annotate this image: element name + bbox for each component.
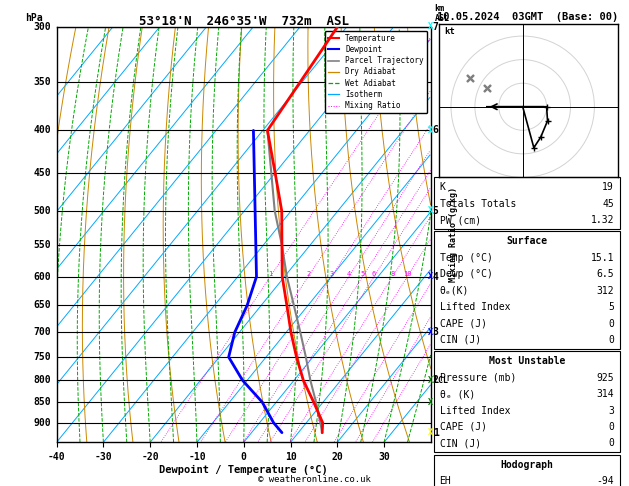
Text: CAPE (J): CAPE (J) bbox=[440, 318, 487, 329]
Text: 800: 800 bbox=[33, 375, 51, 385]
Legend: Temperature, Dewpoint, Parcel Trajectory, Dry Adiabat, Wet Adiabat, Isotherm, Mi: Temperature, Dewpoint, Parcel Trajectory… bbox=[325, 31, 427, 113]
Text: Lifted Index: Lifted Index bbox=[440, 405, 510, 416]
Text: 600: 600 bbox=[33, 272, 51, 281]
Text: X: X bbox=[428, 126, 433, 135]
Text: 314: 314 bbox=[596, 389, 614, 399]
Text: Surface: Surface bbox=[506, 236, 547, 246]
Text: PW (cm): PW (cm) bbox=[440, 215, 481, 225]
Text: 312: 312 bbox=[596, 286, 614, 295]
Text: 10: 10 bbox=[403, 271, 411, 277]
Text: 450: 450 bbox=[33, 168, 51, 178]
Text: CIN (J): CIN (J) bbox=[440, 335, 481, 345]
Text: X: X bbox=[428, 376, 433, 385]
Text: Temp (°C): Temp (°C) bbox=[440, 253, 493, 263]
Text: θₑ (K): θₑ (K) bbox=[440, 389, 475, 399]
Text: © weatheronline.co.uk: © weatheronline.co.uk bbox=[258, 474, 371, 484]
Text: CAPE (J): CAPE (J) bbox=[440, 422, 487, 432]
Text: 4: 4 bbox=[347, 271, 351, 277]
Text: 1: 1 bbox=[268, 271, 272, 277]
Text: 6: 6 bbox=[433, 125, 438, 136]
Text: Dewp (°C): Dewp (°C) bbox=[440, 269, 493, 279]
Text: 4: 4 bbox=[433, 272, 438, 281]
Text: 500: 500 bbox=[33, 206, 51, 216]
Text: 5: 5 bbox=[608, 302, 614, 312]
Text: 550: 550 bbox=[33, 240, 51, 250]
Text: 53°18'N  246°35'W  732m  ASL: 53°18'N 246°35'W 732m ASL bbox=[139, 15, 348, 28]
Text: km
ASL: km ASL bbox=[435, 4, 450, 22]
Text: 19: 19 bbox=[602, 182, 614, 192]
Bar bbox=[434, 455, 620, 486]
Text: 5: 5 bbox=[360, 271, 365, 277]
Text: 850: 850 bbox=[33, 397, 51, 407]
Text: 700: 700 bbox=[33, 327, 51, 337]
Text: X: X bbox=[428, 398, 433, 407]
Text: θₑ(K): θₑ(K) bbox=[440, 286, 469, 295]
Bar bbox=[434, 231, 620, 349]
Text: 0: 0 bbox=[608, 438, 614, 449]
Text: EH: EH bbox=[440, 476, 452, 486]
Text: 350: 350 bbox=[33, 77, 51, 87]
Text: -94: -94 bbox=[596, 476, 614, 486]
Text: 2: 2 bbox=[433, 375, 438, 385]
Text: LCL: LCL bbox=[433, 376, 448, 385]
Bar bbox=[434, 177, 620, 229]
Text: 1.32: 1.32 bbox=[591, 215, 614, 225]
Text: 0: 0 bbox=[608, 318, 614, 329]
Text: 15.1: 15.1 bbox=[591, 253, 614, 263]
Text: 6.5: 6.5 bbox=[596, 269, 614, 279]
Text: 400: 400 bbox=[33, 125, 51, 136]
Text: Hodograph: Hodograph bbox=[500, 460, 554, 469]
Text: 2: 2 bbox=[306, 271, 310, 277]
Text: 3: 3 bbox=[608, 405, 614, 416]
Text: X: X bbox=[428, 428, 433, 437]
Text: K: K bbox=[440, 182, 445, 192]
Text: 0: 0 bbox=[608, 422, 614, 432]
Text: X: X bbox=[428, 272, 433, 281]
Text: 6: 6 bbox=[372, 271, 376, 277]
Text: 1: 1 bbox=[433, 428, 438, 438]
Bar bbox=[434, 351, 620, 452]
Text: X: X bbox=[428, 328, 433, 337]
Text: hPa: hPa bbox=[25, 13, 42, 22]
Text: 925: 925 bbox=[596, 373, 614, 382]
Text: CIN (J): CIN (J) bbox=[440, 438, 481, 449]
Text: Totals Totals: Totals Totals bbox=[440, 199, 516, 208]
Text: 45: 45 bbox=[602, 199, 614, 208]
Text: 5: 5 bbox=[433, 206, 438, 216]
Text: 10.05.2024  03GMT  (Base: 00): 10.05.2024 03GMT (Base: 00) bbox=[437, 12, 618, 22]
Text: 750: 750 bbox=[33, 352, 51, 362]
Text: Pressure (mb): Pressure (mb) bbox=[440, 373, 516, 382]
Text: 7: 7 bbox=[433, 22, 438, 32]
X-axis label: Dewpoint / Temperature (°C): Dewpoint / Temperature (°C) bbox=[159, 465, 328, 475]
Text: Most Unstable: Most Unstable bbox=[489, 356, 565, 366]
Text: 0: 0 bbox=[608, 335, 614, 345]
Text: 8: 8 bbox=[391, 271, 394, 277]
Text: 300: 300 bbox=[33, 22, 51, 32]
Text: Mixing Ratio (g/kg): Mixing Ratio (g/kg) bbox=[449, 187, 458, 282]
Text: kt: kt bbox=[444, 27, 455, 35]
Text: 900: 900 bbox=[33, 418, 51, 428]
Text: 3: 3 bbox=[330, 271, 334, 277]
Text: X: X bbox=[428, 22, 433, 31]
Text: X: X bbox=[428, 207, 433, 215]
Text: 650: 650 bbox=[33, 300, 51, 311]
Text: Lifted Index: Lifted Index bbox=[440, 302, 510, 312]
Text: 3: 3 bbox=[433, 327, 438, 337]
